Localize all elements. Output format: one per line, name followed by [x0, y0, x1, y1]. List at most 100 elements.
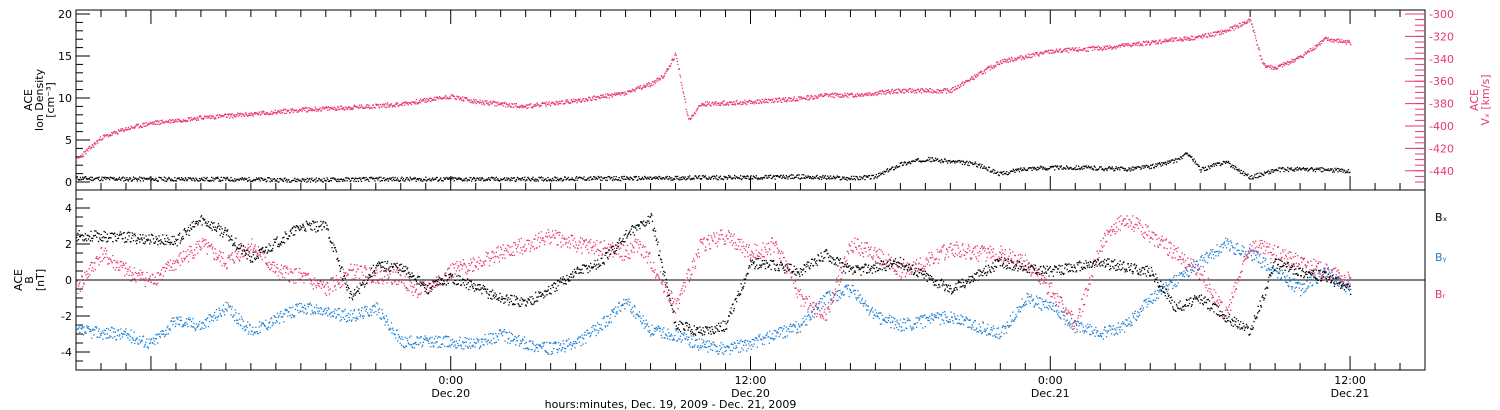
velocity-vx-point — [1306, 51, 1308, 54]
velocity-vx-point — [764, 102, 766, 104]
velocity-vx-point — [643, 86, 645, 88]
ion-density-point — [469, 177, 471, 179]
velocity-vx-point — [240, 115, 243, 117]
ion-density-point — [441, 180, 443, 182]
by-point — [210, 315, 212, 317]
velocity-vx-point — [819, 95, 821, 97]
ion-density-point — [262, 179, 264, 181]
velocity-vx-point — [154, 123, 156, 125]
ion-density-point — [1108, 166, 1110, 168]
by-point — [106, 327, 108, 330]
ion-density-point — [1345, 171, 1347, 173]
velocity-vx-point — [1348, 41, 1351, 43]
ion-density-point — [1039, 167, 1041, 170]
ion-density-point — [1129, 170, 1131, 172]
velocity-vx-point — [1060, 51, 1062, 54]
ion-density-point — [630, 177, 632, 179]
by-point — [459, 336, 461, 338]
velocity-vx-point — [125, 127, 127, 129]
velocity-vx-point — [626, 90, 629, 92]
ion-density-point — [589, 176, 591, 178]
by-point — [669, 335, 672, 337]
velocity-vx-point — [473, 98, 475, 101]
velocity-vx-point — [1345, 43, 1347, 45]
ion-density-point — [725, 176, 727, 178]
velocity-vx-point — [1293, 61, 1295, 63]
velocity-vx-point — [306, 107, 308, 109]
ion-density-point — [1260, 175, 1262, 178]
velocity-vx-point — [328, 106, 330, 109]
velocity-vx-point — [1073, 48, 1075, 51]
velocity-vx-point — [491, 103, 493, 105]
ion-density-point — [1286, 169, 1288, 171]
velocity-vx-point — [111, 131, 113, 134]
by-point — [562, 340, 564, 342]
velocity-vx-point — [381, 106, 383, 108]
ion-density-point — [1057, 167, 1060, 170]
by-point — [112, 331, 115, 333]
by-point — [699, 345, 702, 347]
by-point — [324, 313, 326, 315]
velocity-vx-point — [1345, 40, 1347, 42]
by-point — [314, 311, 316, 313]
ion-density-point — [500, 179, 503, 181]
by-point — [234, 309, 236, 311]
velocity-vx-point — [874, 93, 877, 95]
velocity-vx-point — [453, 95, 456, 98]
by-point — [536, 347, 539, 349]
ion-density-point — [837, 176, 839, 178]
velocity-vx-point — [509, 105, 511, 107]
ion-density-point — [797, 177, 799, 179]
velocity-vx-point — [956, 88, 958, 90]
by-point — [159, 336, 161, 338]
velocity-vx-point — [223, 115, 225, 117]
ion-density-point — [853, 178, 856, 180]
ion-density-point — [1017, 169, 1019, 171]
velocity-vx-point — [1019, 56, 1021, 59]
velocity-vx-point — [1062, 50, 1064, 52]
ion-density-point — [291, 180, 294, 182]
ion-density-point — [1215, 164, 1218, 167]
velocity-vx-point — [1183, 36, 1185, 39]
by-point — [84, 331, 86, 333]
ion-density-point — [1096, 168, 1098, 171]
velocity-vx-point — [1035, 53, 1038, 55]
ion-density-point — [531, 178, 533, 180]
velocity-vx-point — [1220, 33, 1222, 35]
ion-density-point — [503, 178, 505, 180]
by-point — [144, 343, 146, 345]
velocity-vx-point — [1128, 44, 1130, 46]
ion-density-point — [777, 175, 779, 177]
velocity-vx-point — [1039, 53, 1041, 55]
velocity-vx-point — [1161, 41, 1163, 43]
by-point — [657, 325, 659, 327]
ion-density-point — [308, 178, 310, 180]
velocity-vx-point — [1342, 41, 1344, 43]
velocity-vx-point — [1328, 39, 1331, 41]
velocity-vx-point — [127, 126, 130, 128]
ion-density-point — [536, 179, 539, 181]
by-point — [531, 349, 533, 351]
velocity-vx-point — [935, 91, 937, 93]
by-point — [360, 309, 363, 312]
by-point — [477, 339, 479, 341]
by-point — [302, 306, 304, 309]
velocity-vx-point — [839, 96, 841, 98]
velocity-vx-point — [778, 100, 780, 103]
ion-density-point — [119, 178, 121, 180]
by-point — [673, 339, 675, 341]
ion-density-point — [1290, 167, 1293, 169]
ion-density-point — [195, 178, 198, 180]
ion-density-point — [80, 179, 82, 181]
velocity-vx-point — [639, 86, 641, 89]
by-point — [545, 350, 547, 352]
velocity-vx-point — [196, 116, 198, 118]
velocity-vx-point — [1280, 64, 1282, 66]
by-point — [265, 328, 268, 330]
by-point — [310, 304, 313, 306]
ion-density-point — [209, 179, 211, 181]
by-point — [170, 320, 172, 323]
ion-density-point — [377, 179, 379, 181]
velocity-vx-point — [954, 89, 956, 91]
ion-density-point — [1077, 168, 1079, 170]
